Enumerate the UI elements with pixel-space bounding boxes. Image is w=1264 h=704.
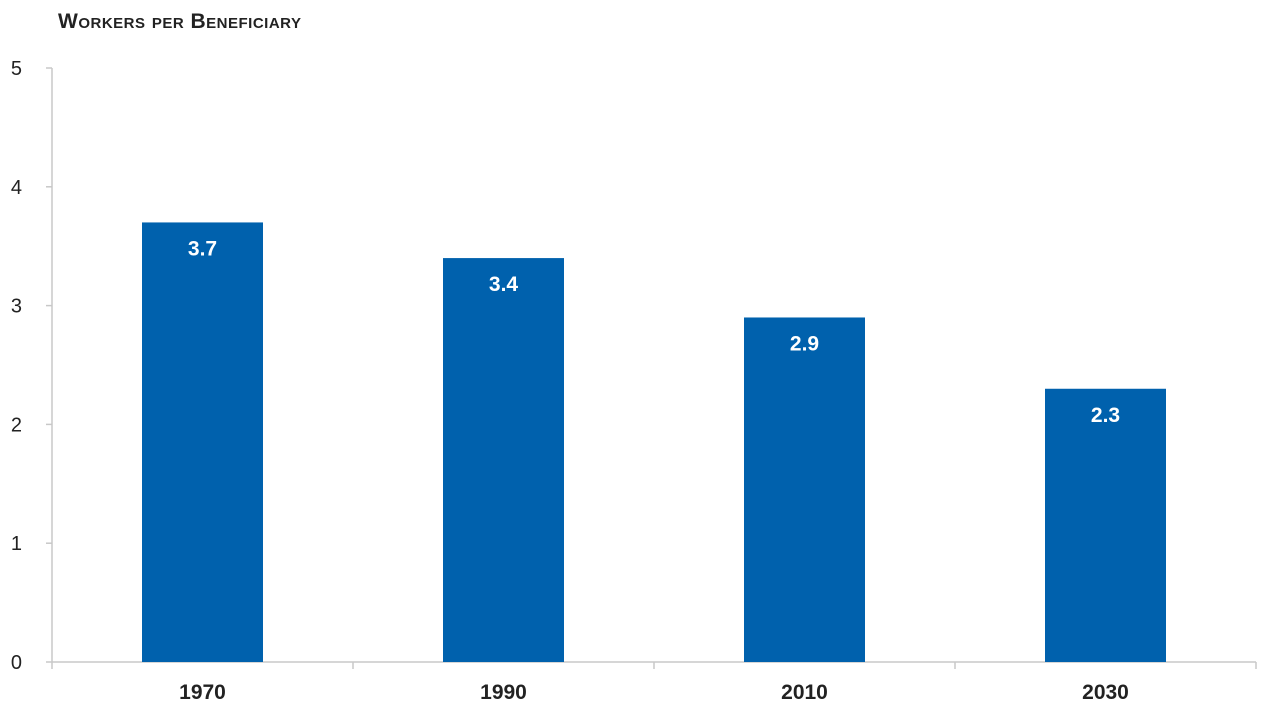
y-tick-label: 3	[11, 296, 22, 318]
y-tick-label: 0	[11, 652, 22, 674]
x-tick-label-2010: 2010	[781, 681, 828, 704]
chart-labels: 0 1 2 3 4 5 3.7 1970 3.4 1990 2.9 2010 2.3 2030	[11, 58, 1129, 704]
y-tick-label: 4	[11, 177, 22, 199]
y-tick-label: 1	[11, 533, 22, 555]
bar-2030	[1045, 388, 1166, 662]
x-tick-label-2030: 2030	[1082, 681, 1129, 704]
bar-1970	[142, 222, 263, 662]
data-label-1970: 3.7	[188, 237, 217, 260]
x-tick-label-1990: 1990	[480, 681, 527, 704]
chart-title: Workers per Beneficiary	[58, 10, 302, 33]
x-tick-label-1970: 1970	[179, 681, 226, 704]
bar-2010	[744, 317, 865, 662]
y-tick-label: 2	[11, 414, 22, 436]
data-label-2030: 2.3	[1091, 404, 1120, 427]
chart-bars	[142, 222, 1166, 662]
data-label-1990: 3.4	[489, 273, 519, 296]
data-label-2010: 2.9	[790, 332, 819, 355]
bar-1990	[443, 258, 564, 662]
y-tick-label: 5	[11, 58, 22, 80]
